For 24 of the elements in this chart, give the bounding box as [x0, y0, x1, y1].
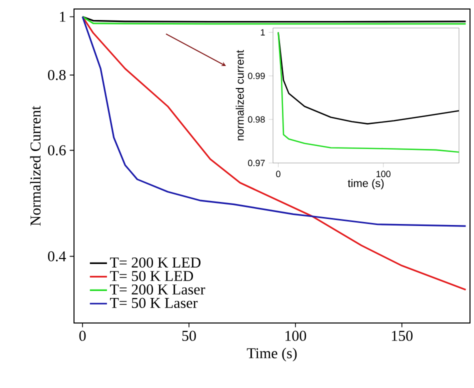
x-tick-label: 50 — [182, 330, 196, 341]
y-tick-label: 0.8 — [48, 70, 66, 80]
y-tick-label: 0.97 — [248, 160, 265, 166]
x-tick-label: 100 — [285, 330, 306, 341]
y-tick-label: 1 — [260, 29, 265, 36]
line-series — [82, 16, 467, 227]
line-series — [278, 32, 459, 153]
y-axis-title: Normalized Current — [30, 106, 41, 226]
y-axis-title: normalized current — [236, 50, 244, 140]
x-axis-title: Time (s) — [246, 348, 297, 362]
x-axis-title: time (s) — [348, 179, 384, 190]
legend-label: T= 200 K LED — [110, 257, 200, 268]
legend-label: T= 50 K Laser — [110, 298, 198, 308]
y-tick-label: 0.98 — [248, 116, 265, 123]
x-tick-label: 100 — [376, 170, 390, 178]
y-tick-label: 0.99 — [248, 72, 265, 80]
legend-label: T= 200 K Laser — [110, 284, 206, 295]
y-tick-label: 0.4 — [48, 251, 66, 262]
x-tick-label: 150 — [392, 330, 413, 341]
x-tick-label: 0 — [276, 170, 280, 178]
x-tick-label: 0 — [79, 330, 86, 341]
y-tick-label: 1 — [60, 12, 66, 22]
y-tick-label: 0.6 — [48, 145, 66, 156]
legend-label: T= 50 K LED — [110, 270, 193, 282]
